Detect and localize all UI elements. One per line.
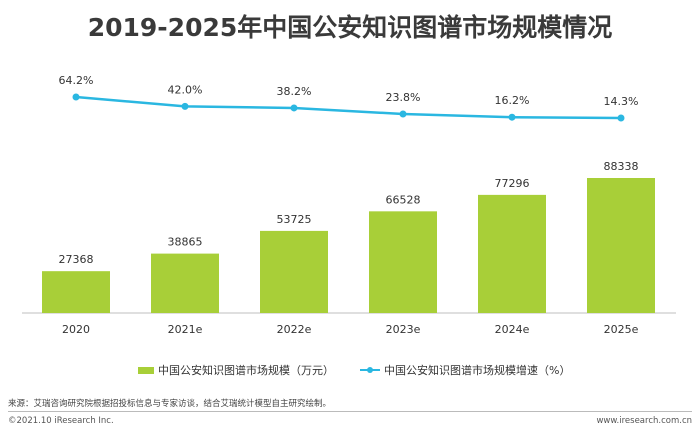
bar: [42, 271, 110, 313]
bar-value-label: 66528: [386, 193, 421, 206]
bar: [151, 253, 219, 313]
legend-bar-label: 中国公安知识图谱市场规模（万元）: [158, 364, 334, 377]
legend-item-bar: 中国公安知识图谱市场规模（万元）: [138, 362, 334, 378]
chart: 27368 2020 38865 2021e 53725 2022e 66528 2023e 7…: [22, 74, 676, 336]
x-tick-label: 2023e: [386, 323, 421, 336]
growth-label: 16.2%: [495, 94, 530, 107]
bar: [478, 194, 546, 313]
bar-value-label: 38865: [168, 236, 203, 249]
growth-point: [290, 104, 298, 112]
growth-label: 42.0%: [168, 83, 203, 96]
growth-point: [72, 93, 80, 101]
bar: [260, 230, 328, 313]
legend-item-line: 中国公安知识图谱市场规模增速（%）: [360, 362, 570, 378]
growth-point: [181, 102, 189, 110]
bar: [369, 211, 437, 313]
source-note: 来源：艾瑞咨询研究院根据招投标信息与专家访谈，结合艾瑞统计模型自主研究绘制。: [8, 399, 332, 409]
legend-line-label: 中国公安知识图谱市场规模增速（%）: [384, 364, 571, 377]
growth-point: [508, 113, 516, 121]
x-tick-label: 2022e: [277, 323, 312, 336]
bar-value-label: 88338: [604, 160, 639, 173]
bar-value-label: 27368: [59, 253, 94, 266]
growth-label: 23.8%: [386, 91, 421, 104]
x-tick-label: 2025e: [604, 323, 639, 336]
x-tick-label: 2024e: [495, 323, 530, 336]
bar-value-label: 77296: [495, 177, 530, 190]
x-tick-label: 2020: [62, 323, 90, 336]
growth-point: [399, 110, 407, 118]
legend-bar-swatch: [138, 366, 154, 374]
copyright: ©2021.10 iResearch Inc.: [8, 416, 114, 426]
growth-point: [617, 114, 625, 122]
growth-label: 14.3%: [604, 95, 639, 108]
bar: [587, 178, 655, 313]
growth-label: 38.2%: [277, 85, 312, 98]
growth-label: 64.2%: [59, 74, 94, 87]
growth-line: [75, 95, 622, 120]
x-tick-label: 2021e: [168, 323, 203, 336]
chart-title: 2019-2025年中国公安知识图谱市场规模情况: [87, 13, 613, 42]
bar-value-label: 53725: [277, 213, 312, 226]
legend-line-swatch: [360, 367, 380, 373]
footer-divider: [8, 411, 692, 412]
website-link[interactable]: www.iresearch.com.cn: [596, 416, 692, 426]
